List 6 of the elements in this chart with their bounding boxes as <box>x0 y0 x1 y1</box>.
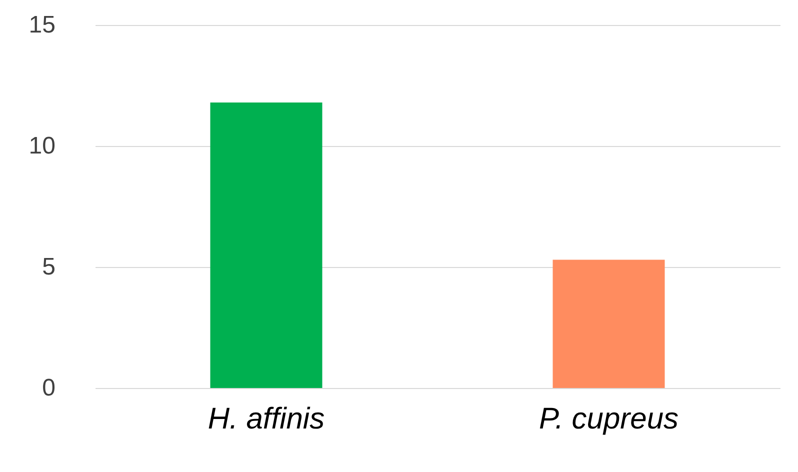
y-tick-label: 10 <box>28 132 56 160</box>
y-tick-label: 0 <box>42 374 56 402</box>
y-tick-label: 15 <box>28 12 56 38</box>
x-tick-label: H. affinis <box>208 402 325 436</box>
y-tick-label: 5 <box>42 254 56 280</box>
x-tick-label: P. cupreus <box>538 402 679 436</box>
